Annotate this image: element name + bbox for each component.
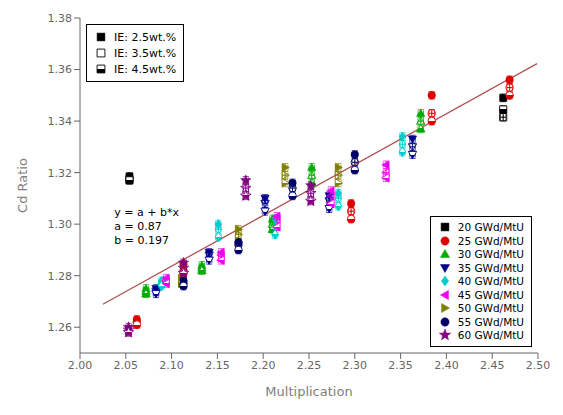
html-text:35 GWd/MtU: 35 GWd/MtU xyxy=(457,261,524,274)
html-text:20 GWd/MtU: 20 GWd/MtU xyxy=(457,221,524,234)
html-text:30 GWd/MtU: 30 GWd/MtU xyxy=(457,248,524,261)
svg-text:2.00: 2.00 xyxy=(68,359,93,372)
svg-text:2.50: 2.50 xyxy=(526,359,551,372)
html-text:y = a + b*x a = 0.87 b = 0.197: y = a + b*x a = 0.87 b = 0.197 xyxy=(114,205,179,247)
svg-text:2.20: 2.20 xyxy=(251,359,276,372)
html-text:IE: 2.5wt.%: IE: 2.5wt.% xyxy=(114,30,177,44)
svg-text:2.30: 2.30 xyxy=(343,359,368,372)
svg-text:1.26: 1.26 xyxy=(48,321,73,334)
html-text:IE: 3.5wt.%: IE: 3.5wt.% xyxy=(114,46,177,60)
svg-text:2.45: 2.45 xyxy=(480,359,505,372)
html-text:50 GWd/MtU: 50 GWd/MtU xyxy=(457,302,524,315)
svg-text:2.40: 2.40 xyxy=(434,359,459,372)
html-text:40 GWd/MtU: 40 GWd/MtU xyxy=(457,275,524,288)
svg-text:1.28: 1.28 xyxy=(48,270,73,283)
svg-text:2.15: 2.15 xyxy=(205,359,230,372)
html-text:45 GWd/MtU: 45 GWd/MtU xyxy=(457,288,524,301)
svg-text:Multiplication: Multiplication xyxy=(265,384,352,399)
svg-text:2.35: 2.35 xyxy=(388,359,413,372)
svg-text:1.38: 1.38 xyxy=(48,12,73,25)
svg-text:Cd Ratio: Cd Ratio xyxy=(15,158,30,213)
html-text:55 GWd/MtU: 55 GWd/MtU xyxy=(457,315,524,328)
svg-text:1.32: 1.32 xyxy=(48,167,73,180)
svg-text:2.25: 2.25 xyxy=(297,359,322,372)
html-text:60 GWd/MtU: 60 GWd/MtU xyxy=(457,329,524,342)
svg-text:2.10: 2.10 xyxy=(159,359,184,372)
svg-text:1.34: 1.34 xyxy=(48,115,73,128)
html-text:25 GWd/MtU: 25 GWd/MtU xyxy=(457,234,524,247)
svg-text:1.30: 1.30 xyxy=(48,218,73,231)
html-text:IE: 4.5wt.%: IE: 4.5wt.% xyxy=(114,62,177,76)
svg-text:2.05: 2.05 xyxy=(114,359,139,372)
svg-text:1.36: 1.36 xyxy=(48,63,73,76)
